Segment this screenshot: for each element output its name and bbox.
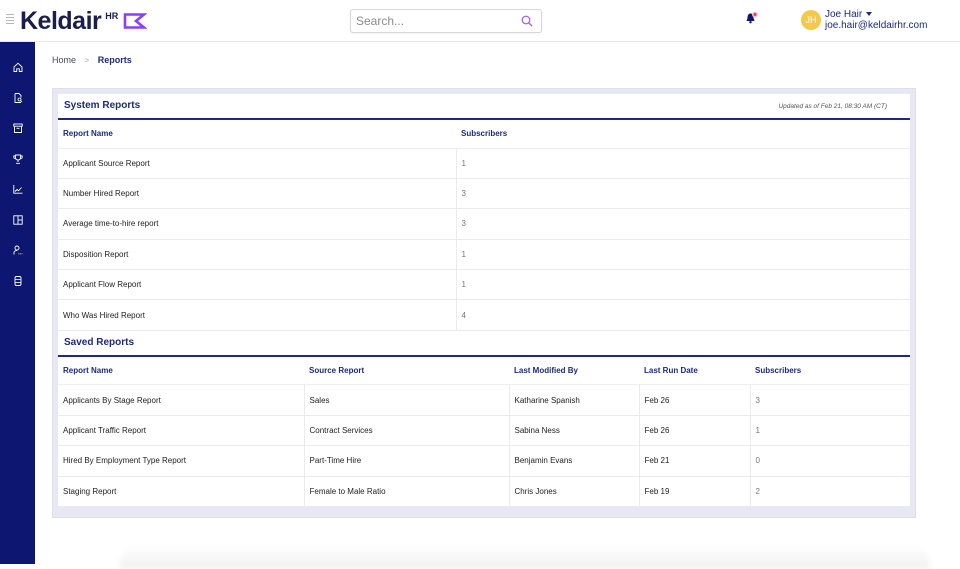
search-input[interactable]	[351, 10, 511, 32]
user-lock-icon	[13, 245, 22, 255]
source-report: Contract Services	[304, 415, 510, 447]
last-modified-by: Katharine Spanish	[509, 384, 640, 416]
user-name: Joe Hair	[825, 9, 863, 20]
brand-suffix: HR	[105, 11, 119, 21]
column-header-subscribers[interactable]: Subscribers	[750, 356, 910, 386]
sidebar-item-archive[interactable]	[0, 117, 35, 139]
column-header-report-name[interactable]: Report Name	[58, 356, 304, 386]
system-reports-title: System Reports	[64, 100, 141, 111]
source-report: Sales	[304, 384, 510, 416]
subscribers-count: 2	[750, 476, 910, 507]
subscribers-count: 1	[456, 239, 910, 271]
search-icon[interactable]	[521, 15, 533, 27]
source-report: Part-Time Hire	[304, 445, 510, 477]
updated-timestamp: Updated as of Feb 21, 08:30 AM (CT)	[778, 103, 887, 110]
saved-reports-table: Report Name Source Report Last Modified …	[58, 356, 910, 507]
saved-reports-header: Saved Reports	[58, 331, 910, 357]
subscribers-count: 1	[456, 269, 910, 301]
sidebar-item-analytics[interactable]	[0, 178, 35, 200]
table-row[interactable]: Average time-to-hire report 3	[58, 208, 910, 240]
subscribers-count: 4	[456, 299, 910, 331]
sidebar-item-home[interactable]	[0, 56, 35, 78]
chart-line-icon	[12, 185, 22, 194]
subscribers-count: 0	[750, 445, 910, 477]
table-row[interactable]: Applicant Source Report 1	[58, 148, 910, 179]
last-modified-by: Chris Jones	[509, 476, 640, 507]
table-row[interactable]: Applicant Flow Report 1	[58, 269, 910, 301]
reports-panel: System Reports Updated as of Feb 21, 08:…	[52, 88, 916, 518]
column-header-last-run-date[interactable]: Last Run Date	[639, 356, 750, 386]
sidebar-item-data[interactable]	[0, 270, 35, 292]
table-row[interactable]: Staging Report Female to Male Ratio Chri…	[58, 476, 910, 507]
avatar[interactable]: JH	[801, 10, 821, 30]
search-box	[350, 9, 542, 33]
last-modified-by: Sabina Ness	[509, 415, 640, 447]
archive-icon	[12, 123, 23, 133]
report-name[interactable]: Applicants By Stage Report	[58, 384, 305, 416]
breadcrumb: Home > Reports	[52, 55, 132, 65]
table-row[interactable]: Applicant Traffic Report Contract Servic…	[58, 415, 910, 447]
column-header-subscribers[interactable]: Subscribers	[456, 120, 910, 149]
source-report: Female to Male Ratio	[304, 476, 510, 507]
column-header-report-name[interactable]: Report Name	[58, 120, 456, 149]
report-name[interactable]: Staging Report	[58, 476, 305, 507]
last-run-date: Feb 26	[639, 384, 751, 416]
document-search-icon	[14, 93, 22, 103]
report-name[interactable]: Average time-to-hire report	[58, 208, 457, 240]
brand-name: Keldair	[20, 7, 102, 35]
report-name[interactable]: Who Was Hired Report	[58, 299, 457, 331]
trophy-icon	[12, 154, 23, 164]
last-run-date: Feb 21	[639, 445, 751, 477]
saved-reports-title: Saved Reports	[64, 336, 135, 348]
sidebar	[0, 42, 35, 564]
system-reports-header: System Reports Updated as of Feb 21, 08:…	[58, 94, 910, 120]
top-bar: Keldair HR JH Joe Hair joe.hair@keldairh…	[0, 0, 960, 42]
report-name[interactable]: Applicant Source Report	[58, 148, 457, 179]
table-row[interactable]: Disposition Report 1	[58, 239, 910, 271]
report-name[interactable]: Applicant Traffic Report	[58, 415, 305, 447]
sidebar-item-dashboard[interactable]	[0, 209, 35, 231]
bottom-shadow	[120, 545, 930, 569]
user-email: joe.hair@keldairhr.com	[825, 20, 928, 31]
last-run-date: Feb 19	[639, 476, 751, 507]
sidebar-item-candidates[interactable]	[0, 87, 35, 109]
report-name[interactable]: Applicant Flow Report	[58, 269, 457, 301]
sidebar-item-access[interactable]	[0, 239, 35, 261]
home-icon	[13, 62, 22, 72]
table-row[interactable]: Hired By Employment Type Report Part-Tim…	[58, 445, 910, 477]
system-reports-table: Report Name Subscribers Applicant Source…	[58, 120, 910, 331]
layout-icon	[12, 215, 23, 225]
user-menu[interactable]: Joe Hair joe.hair@keldairhr.com	[825, 7, 927, 31]
caret-down-icon	[866, 12, 873, 16]
last-run-date: Feb 26	[639, 415, 751, 447]
breadcrumb-separator: >	[84, 56, 90, 65]
table-row[interactable]: Who Was Hired Report 4	[58, 299, 910, 331]
reports-card: System Reports Updated as of Feb 21, 08:…	[58, 94, 910, 507]
subscribers-count: 3	[750, 384, 910, 416]
subscribers-count: 3	[456, 178, 910, 210]
subscribers-count: 3	[456, 208, 910, 240]
report-name[interactable]: Hired By Employment Type Report	[58, 445, 305, 477]
brand-flag-icon	[123, 13, 148, 29]
subscribers-count: 1	[456, 148, 910, 179]
breadcrumb-home[interactable]: Home	[52, 55, 77, 65]
column-header-source-report[interactable]: Source Report	[304, 356, 509, 386]
table-row[interactable]: Applicants By Stage Report Sales Kathari…	[58, 384, 910, 416]
report-name[interactable]: Number Hired Report	[58, 178, 457, 210]
logo[interactable]: Keldair HR	[20, 6, 148, 36]
last-modified-by: Benjamin Evans	[509, 445, 640, 477]
notification-bell-icon[interactable]	[745, 11, 759, 25]
breadcrumb-current: Reports	[97, 55, 132, 65]
subscribers-count: 1	[750, 415, 910, 447]
sidebar-item-achievements[interactable]	[0, 148, 35, 170]
menu-icon[interactable]	[6, 14, 14, 24]
database-icon	[14, 276, 21, 286]
table-row[interactable]: Number Hired Report 3	[58, 178, 910, 210]
column-header-last-modified-by[interactable]: Last Modified By	[509, 356, 639, 386]
report-name[interactable]: Disposition Report	[58, 239, 457, 271]
